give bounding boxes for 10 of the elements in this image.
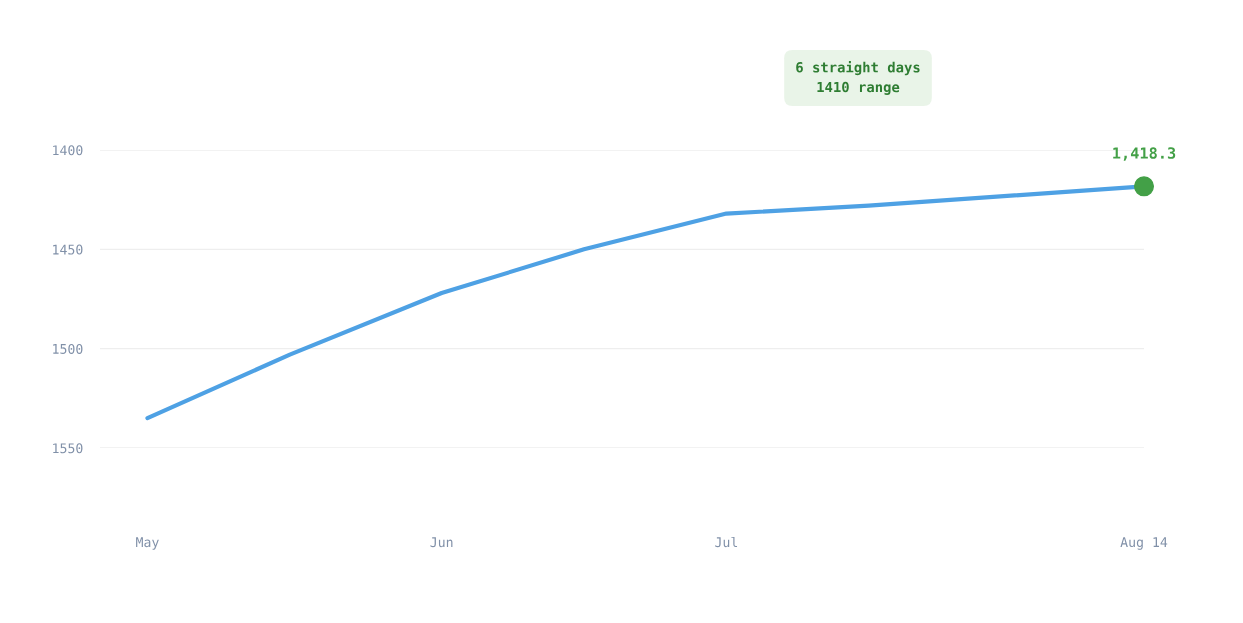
text: 6 straight days 1410 range	[796, 61, 920, 95]
y-tick-label: 1400	[53, 145, 83, 156]
y-tick-label: 1500	[53, 343, 83, 354]
x-tick-label: Jun	[430, 537, 453, 548]
data-label: 1,418.3	[1113, 147, 1176, 161]
x-tick-label: Jul	[715, 536, 738, 548]
x-tick-label: May	[136, 537, 159, 550]
y-tick-label: 1550	[53, 443, 83, 454]
x-tick-label: Aug 14	[1120, 537, 1168, 550]
y-tick-label: 1450	[53, 244, 83, 255]
